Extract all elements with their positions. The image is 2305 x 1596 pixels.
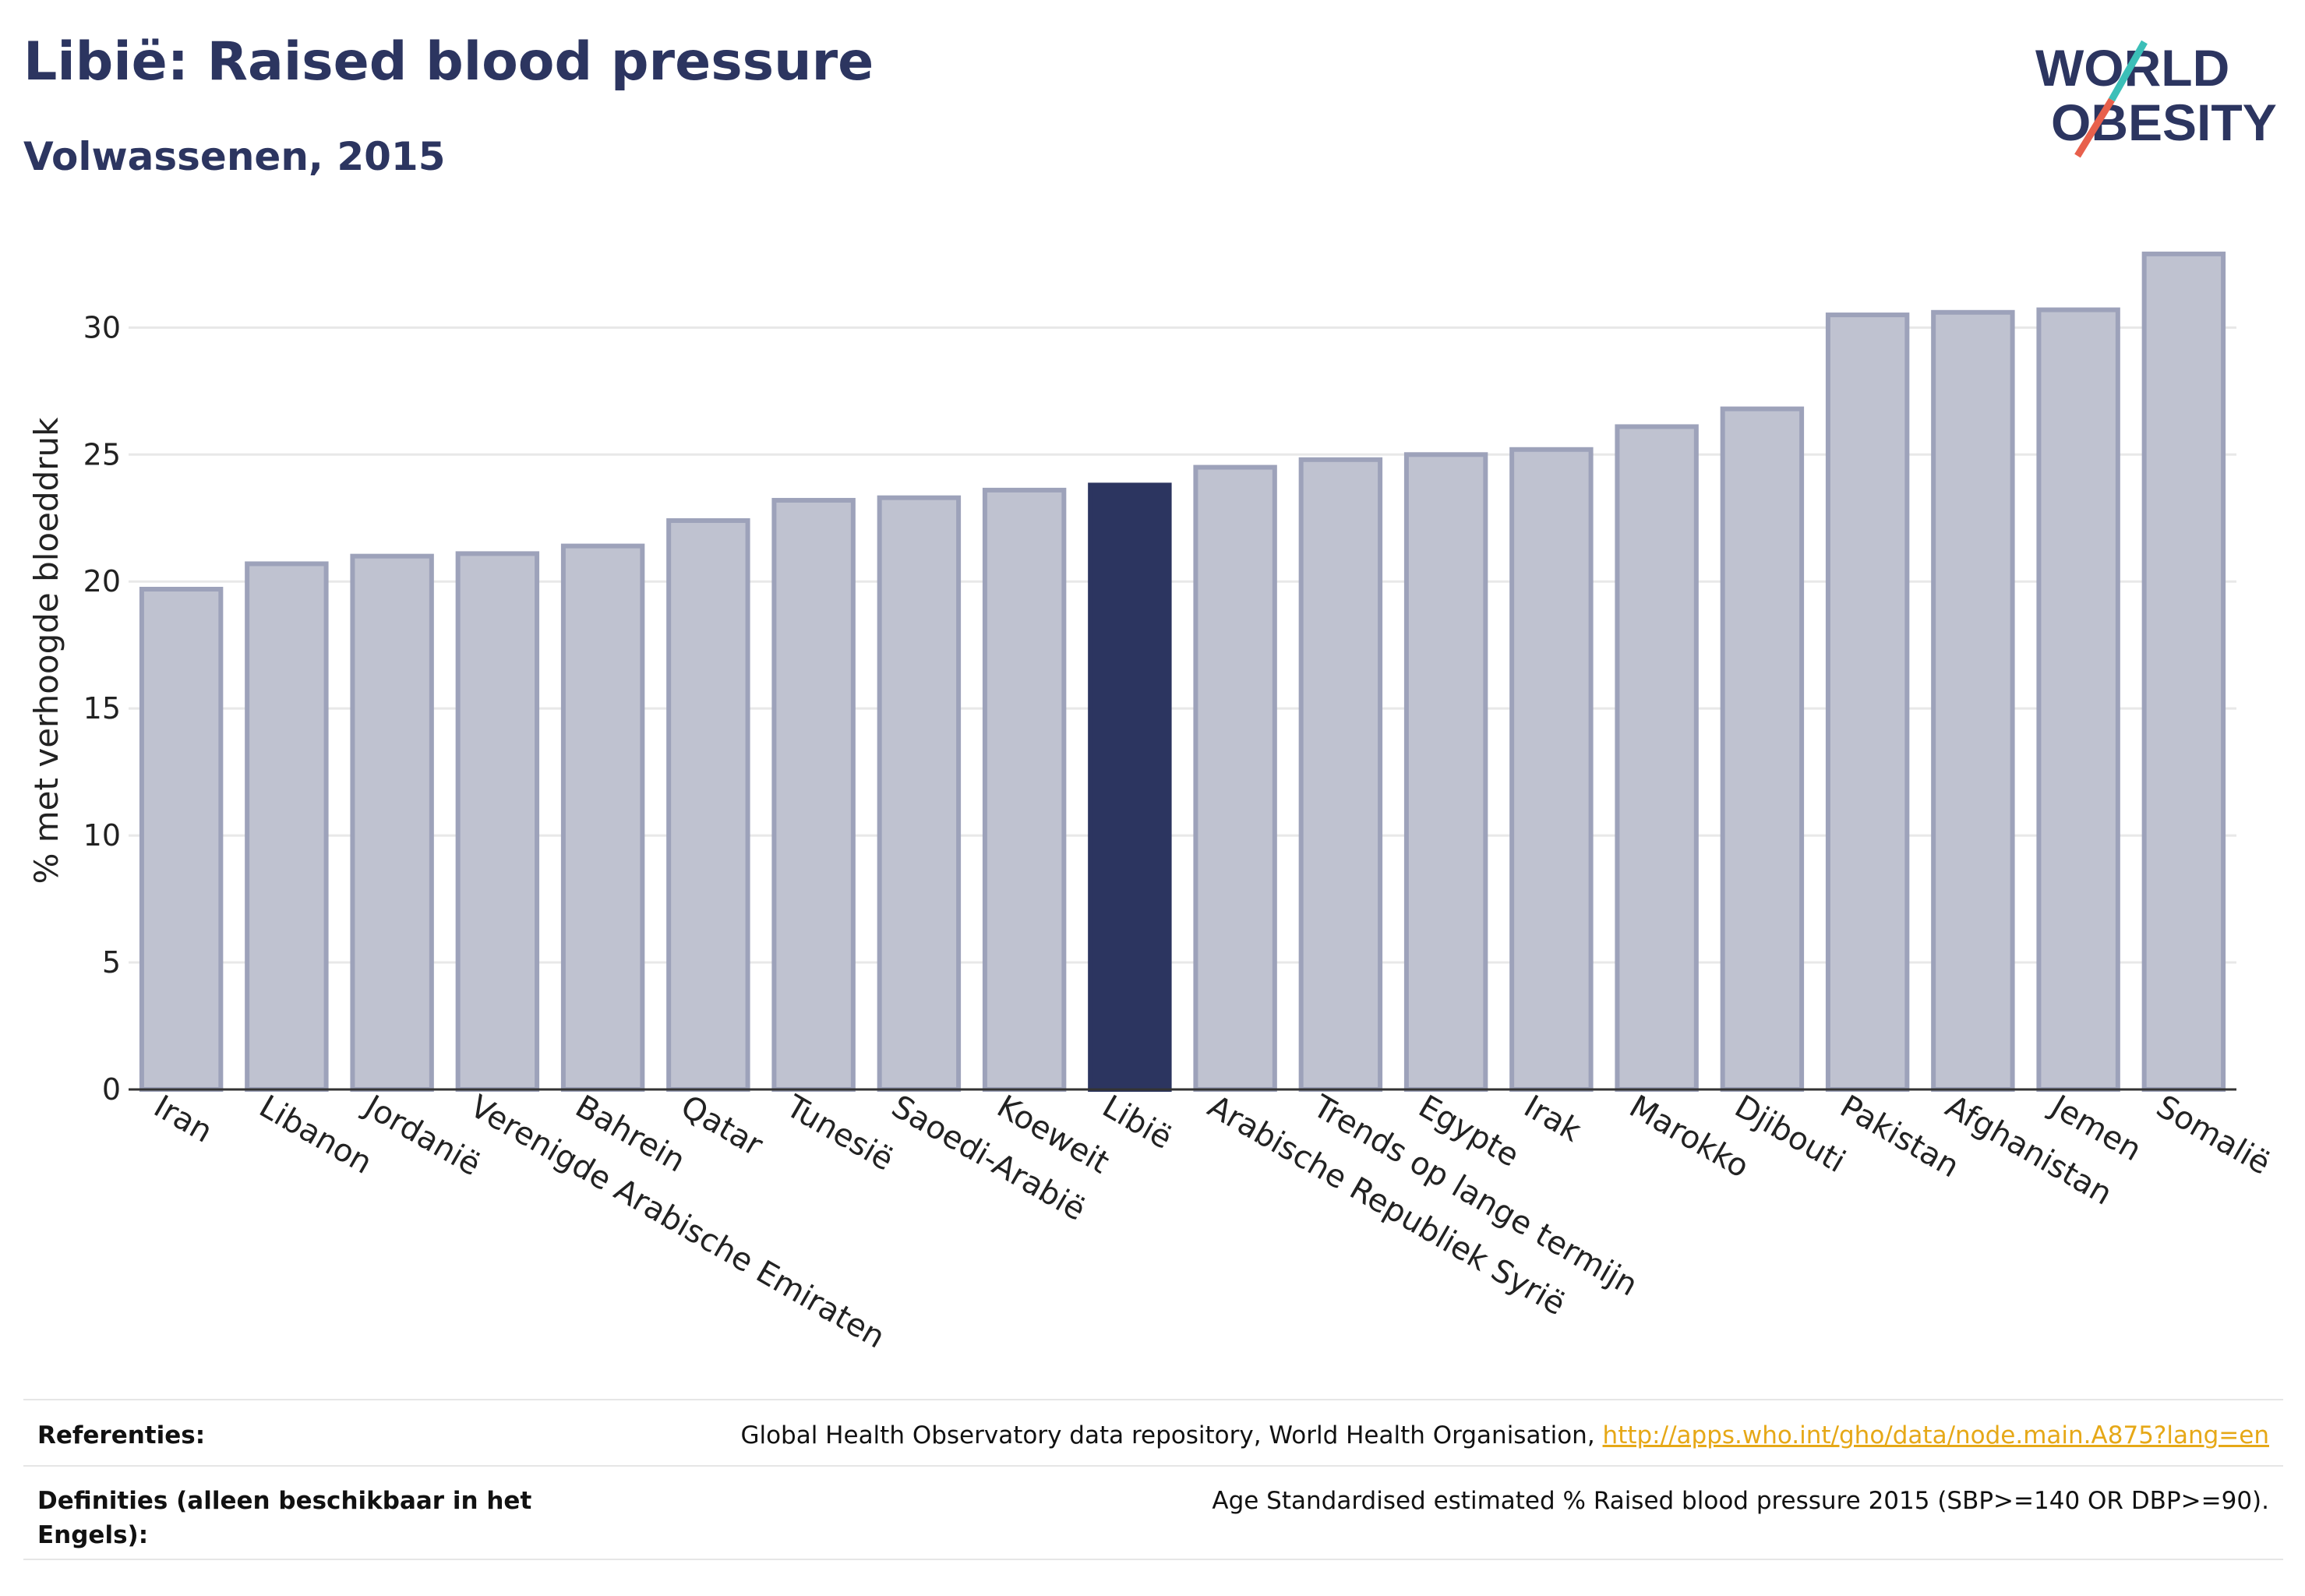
bar-layer: [139, 251, 2226, 1092]
y-axis-label: % met verhoogde bloeddruk: [27, 417, 65, 885]
bar: [2036, 307, 2120, 1092]
y-tick-label: 20: [83, 564, 121, 598]
chart-title: Libië: Raised blood pressure: [23, 31, 874, 93]
y-tick-label: 25: [83, 437, 121, 471]
bar: [1298, 457, 1383, 1092]
bar: [139, 587, 224, 1092]
references-value: Global Health Observatory data repositor…: [740, 1418, 2269, 1453]
bar: [1720, 406, 1805, 1092]
bar: [2141, 251, 2226, 1092]
y-tick-label: 15: [83, 691, 121, 726]
x-tick-label: Pakistan: [1834, 1089, 1965, 1185]
bar: [455, 551, 540, 1092]
references-label: Referenties:: [37, 1421, 206, 1449]
bar: [666, 518, 750, 1092]
y-tick-label: 5: [102, 945, 121, 980]
bar: [245, 561, 329, 1092]
bar: [1931, 309, 2015, 1092]
bar: [1825, 312, 1910, 1092]
references-link[interactable]: http://apps.who.int/gho/data/node.main.A…: [1602, 1421, 2269, 1449]
x-tick-label: Jordanië: [357, 1087, 487, 1183]
bar: [982, 487, 1067, 1092]
logo-slash-red: [2074, 97, 2115, 158]
bar: [1193, 464, 1277, 1092]
logo-slash-teal: [2109, 40, 2148, 102]
bar: [1615, 424, 1699, 1092]
x-tick-label: Iran: [148, 1089, 219, 1150]
bar: [350, 553, 434, 1092]
x-tick-label: Somalië: [2150, 1089, 2276, 1182]
footer-divider-top: [23, 1399, 2283, 1400]
definitions-label: Definities (alleen beschikbaar in het En…: [37, 1487, 532, 1549]
bar: [1403, 452, 1488, 1092]
x-tick-label: Tunesië: [779, 1088, 899, 1178]
references-text: Global Health Observatory data repositor…: [740, 1421, 1603, 1449]
bar: [771, 497, 856, 1092]
footer-divider-middle: [23, 1465, 2283, 1467]
bar: [560, 543, 645, 1092]
y-tick-label: 0: [102, 1072, 121, 1107]
y-tick-label: 30: [83, 310, 121, 344]
definitions-value: Age Standardised estimated % Raised bloo…: [1212, 1487, 2269, 1515]
x-tick-label: Libanon: [253, 1089, 378, 1181]
bar: [877, 495, 962, 1092]
world-obesity-logo: WORLD OBESITY: [2035, 39, 2277, 158]
bar: [1509, 447, 1594, 1092]
x-tick-label: Marokko: [1623, 1089, 1755, 1185]
x-tick-label: Irak: [1518, 1089, 1587, 1149]
footer-divider-bottom: [23, 1559, 2283, 1560]
chart-subtitle: Volwassenen, 2015: [23, 134, 446, 179]
grid-layer: [129, 326, 2236, 964]
bar-highlight: [1088, 482, 1172, 1092]
y-tick-label: 10: [83, 818, 121, 853]
